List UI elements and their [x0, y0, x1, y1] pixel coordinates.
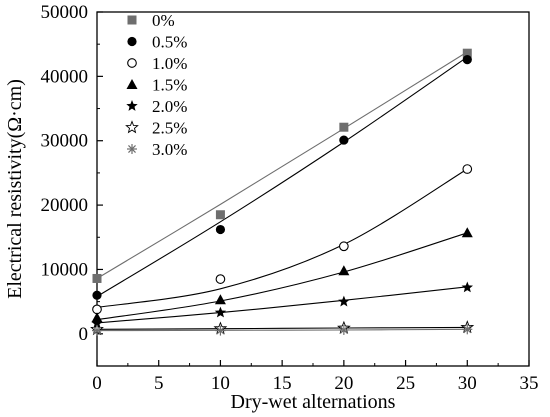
asterisk-stroke: [128, 145, 136, 153]
data-point: [339, 241, 349, 252]
data-point: [338, 324, 349, 335]
x-tick-label: 15: [273, 373, 292, 394]
legend-marker: [126, 100, 138, 111]
legend-label: 0.5%: [152, 33, 187, 52]
data-point: [91, 312, 103, 323]
legend-marker: [127, 36, 137, 47]
fit-line: [96, 168, 468, 308]
data-point: [215, 210, 225, 220]
fit-line: [96, 232, 468, 321]
asterisk-stroke: [339, 325, 348, 334]
data-point: [339, 135, 349, 145]
data-point: [215, 325, 226, 336]
data-point: [462, 164, 473, 174]
data-point: [462, 48, 472, 58]
data-point: [92, 325, 102, 336]
legend-label: 2.0%: [152, 97, 187, 116]
asterisk-stroke: [216, 326, 225, 335]
data-point: [338, 295, 350, 307]
x-tick-label: 30: [458, 373, 477, 394]
x-tick-label: 5: [154, 373, 164, 394]
x-tick-label: 20: [334, 373, 353, 394]
fit-line: [96, 51, 468, 279]
legend-label: 1.5%: [152, 76, 187, 95]
fit-line: [96, 286, 468, 324]
y-axis-label: Electrical resistivity(Ω·cm): [4, 79, 26, 299]
data-point: [462, 55, 472, 65]
y-tick-label: 20000: [41, 195, 89, 216]
y-tick-label: 50000: [41, 2, 89, 23]
data-point: [338, 265, 350, 276]
data-point: [339, 122, 349, 132]
data-point: [461, 227, 473, 238]
y-tick-label: 30000: [41, 131, 89, 152]
y-tick-label: 40000: [41, 66, 89, 87]
fit-line: [96, 328, 468, 332]
x-axis-label: Dry-wet alternations: [231, 391, 396, 413]
legend-marker: [127, 144, 137, 154]
data-point: [214, 294, 226, 305]
legend-label: 1.0%: [152, 54, 187, 73]
axis-ticks: 0 5 10 15 20 25 30 35 0 10000 20000 30000 40000 50000: [41, 2, 539, 394]
legend: 0% 0.5% 1.0% 1.5% 2.0% 2.5% 3.0%: [125, 11, 187, 159]
legend-label: 3.0%: [152, 140, 187, 159]
asterisk-stroke: [93, 326, 101, 335]
data-point: [214, 306, 227, 318]
x-tick-label: 10: [211, 373, 230, 394]
data-point: [92, 273, 102, 283]
data-point: [462, 324, 473, 335]
fit-line: [96, 326, 468, 330]
legend-label: 0%: [152, 11, 175, 30]
legend-marker: [125, 120, 139, 134]
data-point: [92, 290, 102, 300]
legend-label: 2.5%: [152, 119, 187, 138]
data-point: [461, 281, 473, 293]
asterisk-stroke: [463, 325, 472, 334]
data-point: [215, 224, 226, 235]
y-tick-label: 10000: [41, 259, 89, 280]
x-tick-label: 25: [396, 373, 415, 394]
fit-curves: [96, 51, 468, 332]
y-tick-label: 0: [79, 324, 89, 345]
x-tick-label: 35: [520, 373, 539, 394]
data-point: [215, 274, 226, 284]
legend-marker: [127, 15, 137, 25]
data-markers: [90, 48, 475, 336]
fit-line: [96, 56, 468, 297]
legend-marker: [127, 58, 137, 68]
x-tick-label: 0: [92, 373, 102, 394]
legend-marker: [126, 79, 138, 89]
